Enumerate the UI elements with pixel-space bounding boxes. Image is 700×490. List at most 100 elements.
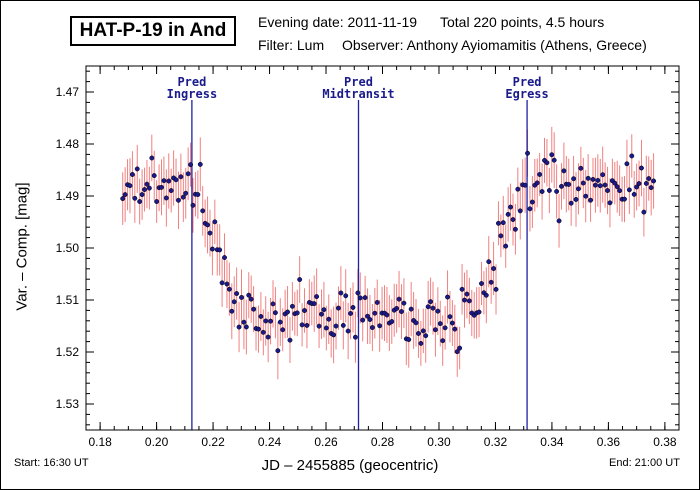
prediction-label: Ingress	[167, 87, 218, 101]
data-point	[525, 150, 530, 156]
data-point	[406, 337, 412, 343]
data-point	[595, 177, 601, 183]
data-point	[178, 174, 184, 180]
data-point	[299, 322, 305, 328]
data-point	[173, 177, 179, 183]
data-point	[639, 165, 644, 171]
prediction-label: Pred	[513, 75, 542, 89]
data-point	[331, 332, 337, 338]
data-point	[605, 188, 610, 193]
data-point	[491, 266, 497, 271]
data-point	[314, 294, 320, 300]
data-point	[573, 197, 579, 202]
data-point	[343, 293, 349, 299]
x-tick-label: 0.18	[88, 435, 112, 449]
data-point	[209, 246, 215, 252]
data-point	[588, 197, 594, 203]
data-point	[236, 324, 242, 330]
data-point	[651, 178, 657, 184]
data-point	[146, 185, 152, 191]
data-point	[495, 220, 501, 226]
data-point	[500, 220, 506, 226]
data-point	[529, 199, 535, 205]
data-point	[263, 318, 269, 324]
data-point	[399, 309, 404, 314]
data-point	[229, 308, 235, 314]
data-point	[512, 226, 518, 232]
data-point	[546, 188, 552, 193]
data-point	[365, 313, 370, 319]
data-point	[280, 327, 286, 333]
x-tick-label: 0.24	[258, 435, 282, 449]
data-point	[539, 189, 545, 194]
data-point	[425, 304, 431, 310]
data-point	[239, 295, 244, 300]
data-point	[367, 317, 373, 322]
data-point	[316, 323, 322, 329]
data-point	[163, 195, 169, 201]
data-point	[430, 305, 436, 311]
data-point	[551, 157, 557, 163]
data-point	[260, 329, 266, 335]
data-point	[413, 320, 419, 326]
data-point	[612, 180, 618, 186]
data-point	[217, 247, 223, 253]
data-point	[537, 172, 543, 177]
data-point	[556, 218, 562, 224]
data-point	[275, 348, 281, 354]
data-point	[372, 310, 378, 316]
data-point	[277, 319, 283, 325]
data-point	[270, 301, 276, 307]
data-point	[142, 187, 147, 193]
data-point	[357, 295, 363, 301]
data-point	[321, 307, 327, 313]
data-point	[289, 303, 295, 309]
data-point	[459, 286, 465, 292]
data-point	[120, 196, 126, 202]
data-point	[297, 277, 303, 282]
data-points	[120, 150, 657, 355]
data-point	[246, 292, 252, 298]
y-tick-label: 1.49	[56, 189, 80, 203]
y-tick-label: 1.53	[56, 397, 80, 411]
y-tick-label: 1.51	[56, 293, 80, 307]
data-point	[486, 259, 492, 265]
data-point	[394, 306, 400, 311]
data-point	[534, 180, 540, 186]
data-point	[597, 183, 603, 189]
data-point	[423, 333, 429, 339]
data-point	[503, 243, 509, 249]
data-point	[648, 185, 654, 191]
data-point	[340, 322, 346, 328]
prediction-label: Pred	[344, 75, 373, 89]
data-point	[251, 306, 257, 312]
data-point	[583, 193, 589, 199]
data-point	[590, 176, 596, 182]
data-point	[641, 209, 647, 215]
data-point	[248, 296, 254, 302]
points-summary: Total 220 points, 4.5 hours	[440, 14, 605, 30]
data-point	[643, 180, 649, 186]
data-point	[634, 184, 640, 190]
data-point	[479, 281, 484, 286]
data-point	[304, 322, 310, 328]
data-point	[607, 200, 613, 206]
data-point	[624, 161, 630, 167]
data-point	[617, 188, 623, 194]
data-point	[646, 176, 652, 182]
data-point	[527, 206, 533, 212]
data-point	[362, 295, 368, 301]
y-tick-label: 1.50	[56, 241, 80, 255]
data-point	[197, 161, 203, 167]
y-axis-label: Var. – Comp. [mag]	[13, 182, 31, 311]
data-point	[600, 172, 606, 178]
prediction-label: Midtransit	[322, 87, 394, 101]
filter-label: Filter: Lum	[258, 37, 325, 53]
x-tick-label: 0.34	[540, 435, 564, 449]
data-point	[137, 199, 143, 204]
data-point	[226, 286, 232, 292]
data-point	[389, 319, 395, 324]
data-point	[488, 279, 494, 285]
